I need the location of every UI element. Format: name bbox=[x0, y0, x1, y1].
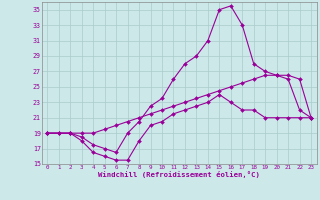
X-axis label: Windchill (Refroidissement éolien,°C): Windchill (Refroidissement éolien,°C) bbox=[98, 171, 260, 178]
